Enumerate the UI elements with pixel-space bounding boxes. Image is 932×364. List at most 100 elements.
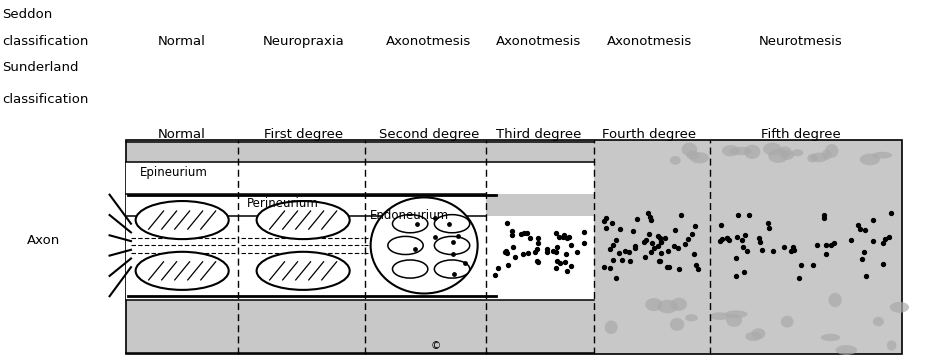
Point [458, 260, 473, 266]
Point [644, 240, 659, 246]
Point [569, 249, 584, 254]
Text: Seddon: Seddon [3, 8, 53, 21]
Point [559, 250, 574, 256]
Point [638, 237, 653, 242]
Point [735, 237, 750, 243]
Point [751, 235, 766, 241]
Point [714, 237, 729, 242]
Point [523, 235, 538, 241]
Point [876, 240, 891, 246]
Point [530, 234, 545, 240]
Point [824, 242, 839, 248]
Point [794, 262, 809, 268]
Point [611, 250, 626, 256]
Point [559, 236, 574, 241]
Point [851, 222, 866, 228]
Point [643, 249, 658, 255]
Point [500, 220, 514, 226]
Ellipse shape [730, 147, 751, 155]
Point [777, 244, 792, 250]
Point [761, 225, 776, 231]
Point [410, 221, 425, 227]
Point [731, 212, 746, 218]
Point [545, 249, 560, 254]
Point [623, 258, 637, 264]
Point [651, 258, 666, 264]
Point [428, 234, 443, 240]
Point [657, 235, 672, 241]
Bar [127, 140, 901, 354]
Ellipse shape [746, 332, 761, 341]
Point [687, 251, 702, 257]
Point [528, 249, 542, 255]
Ellipse shape [872, 317, 884, 326]
Point [605, 242, 620, 248]
Point [564, 242, 579, 248]
Point [818, 242, 833, 248]
Point [577, 240, 592, 246]
Point [609, 238, 624, 244]
Point [408, 246, 423, 252]
Bar [127, 217, 595, 300]
Ellipse shape [671, 298, 687, 311]
Point [805, 262, 820, 268]
Point [557, 232, 572, 238]
Text: Normal: Normal [158, 128, 206, 141]
Point [787, 247, 802, 253]
Point [671, 245, 686, 251]
Point [653, 239, 668, 245]
Point [653, 250, 668, 256]
Point [445, 239, 460, 245]
Point [550, 244, 565, 250]
Point [736, 269, 751, 275]
Point [550, 258, 565, 264]
Point [564, 264, 579, 269]
Point [504, 228, 519, 233]
Ellipse shape [751, 328, 765, 339]
Ellipse shape [763, 143, 782, 155]
Point [530, 259, 545, 265]
Point [529, 258, 544, 264]
Point [628, 243, 643, 249]
Point [530, 240, 545, 246]
Point [688, 223, 703, 229]
Ellipse shape [709, 312, 730, 320]
Ellipse shape [690, 152, 709, 163]
Point [735, 244, 750, 249]
Ellipse shape [605, 320, 618, 334]
Text: Axonotmesis: Axonotmesis [607, 35, 692, 48]
Point [654, 240, 669, 245]
Text: Axon: Axon [27, 234, 60, 246]
Point [640, 210, 655, 216]
Point [612, 226, 627, 232]
Ellipse shape [722, 145, 739, 157]
Point [752, 240, 767, 245]
Ellipse shape [434, 260, 470, 278]
Point [843, 237, 858, 243]
Point [598, 215, 613, 221]
Point [451, 233, 466, 239]
Point [561, 234, 576, 240]
Point [855, 256, 870, 262]
Ellipse shape [791, 149, 803, 156]
Point [714, 222, 729, 228]
Point [427, 215, 442, 221]
Point [487, 272, 502, 278]
Point [508, 254, 523, 260]
Point [666, 243, 681, 249]
Point [662, 264, 677, 270]
Ellipse shape [821, 334, 841, 341]
Point [741, 212, 756, 218]
Point [754, 247, 769, 253]
Point [853, 226, 868, 232]
Point [660, 264, 675, 270]
Point [603, 246, 618, 252]
Text: Fourth degree: Fourth degree [602, 128, 696, 141]
Point [643, 214, 658, 219]
Point [877, 236, 892, 242]
Point [739, 248, 754, 254]
Ellipse shape [681, 142, 697, 156]
Ellipse shape [645, 298, 663, 311]
Point [784, 248, 799, 253]
Text: First degree: First degree [264, 128, 343, 141]
